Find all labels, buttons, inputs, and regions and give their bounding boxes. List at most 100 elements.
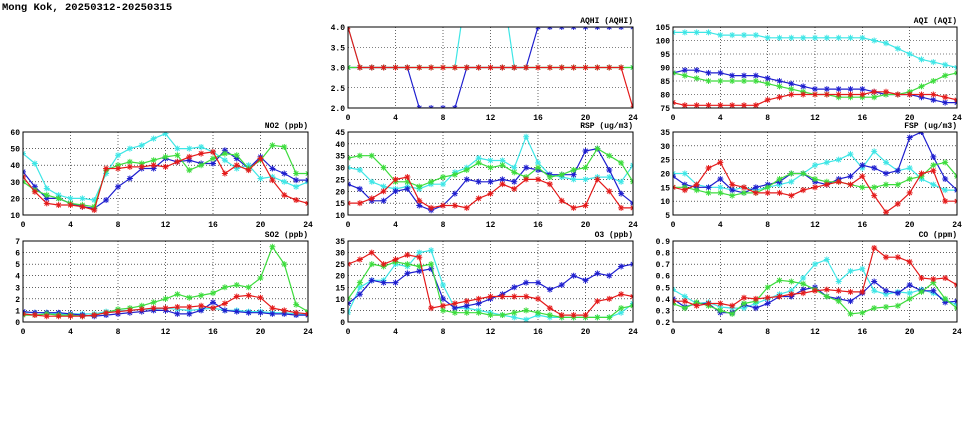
series-4 bbox=[23, 148, 308, 214]
data-point bbox=[906, 189, 913, 196]
data-point bbox=[281, 143, 288, 150]
data-point bbox=[245, 292, 252, 299]
chart-title: AQHI (AQHI) bbox=[580, 17, 633, 26]
data-point bbox=[871, 305, 878, 312]
y-tick-label: 25 bbox=[335, 261, 345, 270]
data-point bbox=[693, 187, 700, 194]
x-tick-label: 16 bbox=[533, 221, 543, 230]
series-4 bbox=[673, 244, 957, 309]
data-point bbox=[79, 203, 86, 210]
data-point bbox=[451, 300, 458, 307]
x-tick-label: 0 bbox=[21, 328, 26, 337]
data-point bbox=[776, 293, 783, 300]
data-point bbox=[404, 185, 411, 192]
data-point bbox=[918, 83, 925, 90]
data-point bbox=[368, 195, 375, 202]
x-tick-label: 12 bbox=[486, 114, 496, 123]
data-point bbox=[535, 295, 541, 302]
x-tick-label: 20 bbox=[905, 328, 915, 337]
data-point bbox=[883, 303, 889, 310]
data-point bbox=[174, 152, 181, 159]
data-point bbox=[606, 272, 613, 279]
data-point bbox=[233, 165, 240, 172]
data-point bbox=[293, 177, 300, 184]
panel-co-ppm: 0 4 8 12 16 20 24 0.2 0.3 0.4 0.5 0.6 0.7 0.8 0.9 CO (p… bbox=[656, 231, 962, 337]
data-point bbox=[416, 249, 423, 256]
data-point bbox=[546, 312, 553, 319]
x-tick-label: 4 bbox=[68, 328, 73, 337]
data-point bbox=[380, 164, 387, 171]
x-tick-label: 4 bbox=[718, 328, 723, 337]
data-point bbox=[281, 170, 288, 177]
data-point bbox=[356, 291, 363, 298]
data-point bbox=[31, 160, 38, 167]
data-point bbox=[606, 64, 613, 71]
data-point bbox=[729, 102, 736, 108]
data-point bbox=[55, 192, 62, 199]
plot-frame bbox=[22, 131, 309, 216]
plot-frame bbox=[347, 131, 634, 216]
series-4 bbox=[348, 174, 633, 211]
x-tick-label: 24 bbox=[303, 221, 313, 230]
data-point bbox=[582, 277, 589, 284]
data-point bbox=[281, 307, 288, 314]
data-point bbox=[174, 145, 181, 152]
data-point bbox=[511, 284, 518, 291]
panel-o3-ppb: 0 4 8 12 16 20 24 0 5 10 15 20 25 30 35 O3 (ppb) bbox=[335, 231, 638, 337]
data-point bbox=[606, 295, 613, 302]
data-point bbox=[368, 277, 375, 284]
x-tick-label: 4 bbox=[68, 221, 73, 230]
chart-title: FSP (ug/m3) bbox=[904, 122, 957, 131]
data-point bbox=[257, 294, 264, 301]
data-point bbox=[776, 277, 783, 284]
plot-area bbox=[673, 244, 957, 317]
data-point bbox=[859, 34, 866, 41]
data-point bbox=[356, 152, 363, 159]
y-tick-label: 1 bbox=[15, 307, 20, 316]
y-tick-label: 0.9 bbox=[656, 238, 671, 247]
y-tick-label: 40 bbox=[335, 141, 345, 150]
data-point bbox=[859, 184, 866, 191]
plot-area bbox=[348, 133, 633, 214]
data-point bbox=[918, 288, 925, 295]
data-point bbox=[368, 64, 375, 71]
data-point bbox=[463, 204, 470, 211]
series-1 bbox=[23, 132, 308, 204]
data-point bbox=[812, 162, 818, 169]
data-point bbox=[43, 185, 50, 192]
x-tick-label: 0 bbox=[671, 328, 676, 337]
data-point bbox=[210, 148, 216, 155]
plot-area bbox=[673, 29, 957, 108]
data-point bbox=[440, 202, 446, 209]
data-point bbox=[499, 293, 506, 300]
data-point bbox=[942, 187, 949, 194]
data-point bbox=[942, 176, 949, 183]
data-point bbox=[221, 284, 228, 291]
data-point bbox=[930, 96, 937, 103]
data-point bbox=[356, 64, 363, 71]
data-point bbox=[392, 256, 399, 263]
y-tick-label: 3.0 bbox=[331, 65, 346, 74]
data-point bbox=[764, 184, 771, 191]
data-point bbox=[681, 102, 688, 108]
y-tick-label: 20 bbox=[10, 195, 20, 204]
data-point bbox=[847, 173, 854, 180]
data-point bbox=[440, 174, 446, 181]
data-point bbox=[186, 167, 193, 174]
data-point bbox=[812, 176, 818, 183]
data-point bbox=[31, 188, 38, 195]
data-point bbox=[293, 309, 300, 316]
data-point bbox=[499, 181, 506, 188]
data-point bbox=[67, 202, 74, 209]
data-point bbox=[752, 184, 759, 191]
x-tick-label: 4 bbox=[393, 328, 398, 337]
data-point bbox=[788, 91, 795, 98]
data-point bbox=[368, 261, 375, 268]
data-point bbox=[463, 166, 470, 173]
data-point bbox=[150, 157, 157, 164]
data-point bbox=[198, 302, 205, 309]
data-point bbox=[741, 102, 747, 108]
data-point bbox=[942, 198, 949, 205]
data-point bbox=[894, 45, 901, 52]
data-point bbox=[681, 72, 688, 79]
